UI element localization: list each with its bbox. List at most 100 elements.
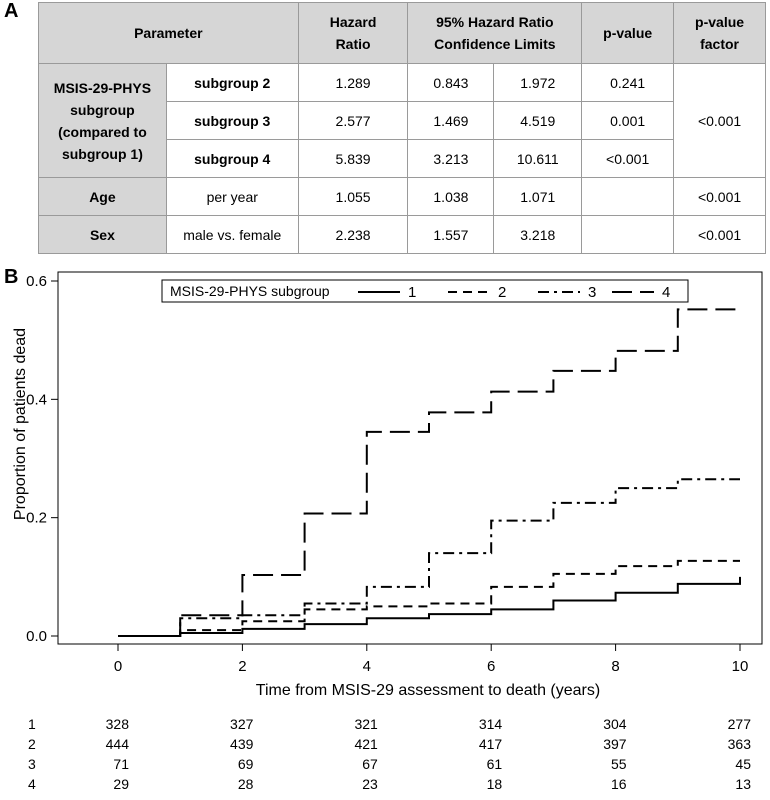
ci-low-value: 1.557 <box>407 215 495 254</box>
legend-title: MSIS-29-PHYS subgroup <box>170 283 330 299</box>
risk-count: 314 <box>478 716 503 732</box>
series-line-4 <box>118 308 740 637</box>
risk-row-label: 3 <box>28 756 36 772</box>
legend: MSIS-29-PHYS subgroup 1 2 3 4 <box>161 279 689 303</box>
y-tick-label: 0.2 <box>26 510 47 527</box>
y-tick-label: 0.0 <box>26 628 47 645</box>
y-tick-label: 0.6 <box>26 273 47 290</box>
risk-count: 13 <box>735 776 751 792</box>
risk-count: 18 <box>486 776 503 792</box>
hazard-ratio-value: 5.839 <box>297 139 409 178</box>
pvalue <box>581 177 675 216</box>
ci-high-value: 10.611 <box>493 139 583 178</box>
x-tick-label: 4 <box>363 658 371 675</box>
y-tick-label: 0.4 <box>26 391 47 408</box>
risk-row-4: 4 29 28 23 18 16 13 <box>0 776 770 796</box>
risk-row-2: 2 444 439 421 417 397 363 <box>0 736 770 756</box>
risk-row-label: 1 <box>28 716 36 732</box>
series-line-2 <box>118 559 740 637</box>
risk-count: 444 <box>105 736 129 752</box>
series-layer <box>118 308 741 637</box>
risk-count: 417 <box>478 736 503 752</box>
header-hazard-ratio: Hazard Ratio <box>297 2 409 64</box>
pvalue <box>581 215 675 254</box>
risk-count: 45 <box>735 756 751 772</box>
msis-group-label: MSIS-29-PHYS subgroup (compared to subgroup… <box>38 63 167 178</box>
risk-count: 61 <box>486 756 503 772</box>
ci-low-value: 1.038 <box>407 177 495 216</box>
risk-row-label: 2 <box>28 736 36 752</box>
legend-box <box>161 279 689 303</box>
series-line-3 <box>118 478 740 637</box>
risk-count: 16 <box>611 776 627 792</box>
row-name: subgroup 2 <box>165 63 299 102</box>
plot-frame <box>57 271 763 645</box>
risk-count: 67 <box>362 756 378 772</box>
risk-count: 55 <box>611 756 627 772</box>
plot-area <box>57 271 763 645</box>
number-at-risk-table: 1 328 327 321 314 304 277 2 444 439 421 417 397 363 3 7… <box>0 708 770 800</box>
header-pvalue-factor: p-value factor <box>673 2 766 64</box>
hazard-ratio-value: 1.289 <box>297 63 409 102</box>
table-row: MSIS-29-PHYS subgroup (compared to subgroup… <box>38 63 766 178</box>
axes: 0 2 4 6 8 10 0.0 0.2 0.4 0.6 <box>26 273 748 675</box>
hazard-ratio-value: 2.577 <box>297 101 409 140</box>
risk-count: 397 <box>603 736 627 752</box>
pvalue: <0.001 <box>581 139 675 178</box>
header-pvalue: p-value <box>581 2 675 64</box>
pvalue-factor: <0.001 <box>673 63 766 178</box>
risk-count: 23 <box>362 776 378 792</box>
row-name: subgroup 3 <box>165 101 299 140</box>
table-row-sex: Sex male vs. female 2.238 1.557 3.218 <0… <box>38 215 766 254</box>
panel-label-b: B <box>4 266 19 288</box>
pvalue: 0.001 <box>581 101 675 140</box>
risk-count: 363 <box>727 736 751 752</box>
ci-high-value: 3.218 <box>493 215 583 254</box>
risk-row-1: 1 328 327 321 314 304 277 <box>0 716 770 736</box>
age-label: Age <box>38 177 167 216</box>
x-axis-label: Time from MSIS-29 assessment to death (y… <box>256 682 600 699</box>
row-name: subgroup 4 <box>165 139 299 178</box>
legend-label-3: 3 <box>588 284 596 301</box>
panel-label-a: A <box>4 0 19 22</box>
risk-count: 69 <box>237 756 254 772</box>
ci-low-value: 3.213 <box>407 139 495 178</box>
pvalue: 0.241 <box>581 63 675 102</box>
risk-count: 28 <box>237 776 254 792</box>
risk-row-label: 4 <box>28 776 36 792</box>
pvalue-factor: <0.001 <box>673 177 766 216</box>
x-tick-label: 10 <box>732 658 749 675</box>
risk-count: 71 <box>113 756 129 772</box>
sex-comparison: male vs. female <box>165 215 299 254</box>
legend-label-4: 4 <box>662 284 670 301</box>
legend-label-2: 2 <box>498 284 506 301</box>
pvalue-factor: <0.001 <box>673 215 766 254</box>
hazard-ratio-table: Parameter Hazard Ratio 95% Hazard Ratio Co… <box>38 2 766 254</box>
series-line-1 <box>118 576 741 637</box>
ci-high-value: 1.972 <box>493 63 583 102</box>
header-parameter: Parameter <box>38 2 299 64</box>
risk-count: 321 <box>354 716 378 732</box>
y-axis-label: Proportion of patients dead <box>12 328 29 520</box>
ci-high-value: 4.519 <box>493 101 583 140</box>
x-tick-label: 0 <box>114 658 122 675</box>
risk-row-3: 3 71 69 67 61 55 45 <box>0 756 770 776</box>
ci-high-value: 1.071 <box>493 177 583 216</box>
risk-count: 328 <box>105 716 129 732</box>
kaplan-meier-chart: 0 2 4 6 8 10 0.0 0.2 0.4 0.6 MSIS-29-PHYS subgrou… <box>12 271 763 699</box>
legend-label-1: 1 <box>408 284 416 301</box>
risk-count: 29 <box>113 776 129 792</box>
risk-count: 439 <box>230 736 254 752</box>
table-row-age: Age per year 1.055 1.038 1.071 <0.001 <box>38 177 766 216</box>
risk-count: 327 <box>230 716 254 732</box>
risk-count: 304 <box>603 716 627 732</box>
x-tick-label: 2 <box>238 658 246 675</box>
hazard-ratio-value: 1.055 <box>297 177 409 216</box>
x-tick-label: 6 <box>487 658 495 675</box>
risk-count: 277 <box>727 716 751 732</box>
table-row: subgroup 3 2.577 1.469 4.519 0.001 <box>39 101 766 140</box>
sex-label: Sex <box>38 215 167 254</box>
header-confidence-limits: 95% Hazard Ratio Confidence Limits <box>407 2 583 64</box>
hazard-ratio-value: 2.238 <box>297 215 409 254</box>
age-unit: per year <box>165 177 299 216</box>
